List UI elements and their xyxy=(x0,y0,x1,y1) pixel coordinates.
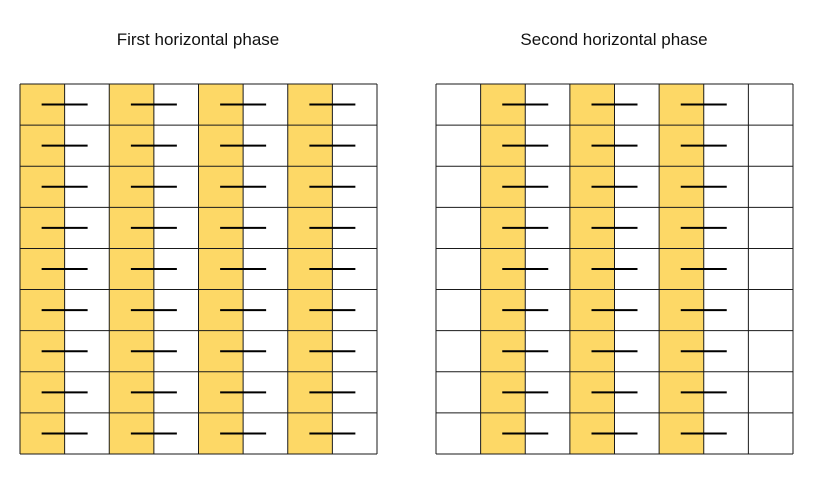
grid-second-horizontal-phase xyxy=(435,83,794,455)
grid-first-horizontal-phase xyxy=(19,83,378,455)
panel-title-second-phase: Second horizontal phase xyxy=(520,30,708,49)
panel-title-first-phase: First horizontal phase xyxy=(116,30,280,49)
